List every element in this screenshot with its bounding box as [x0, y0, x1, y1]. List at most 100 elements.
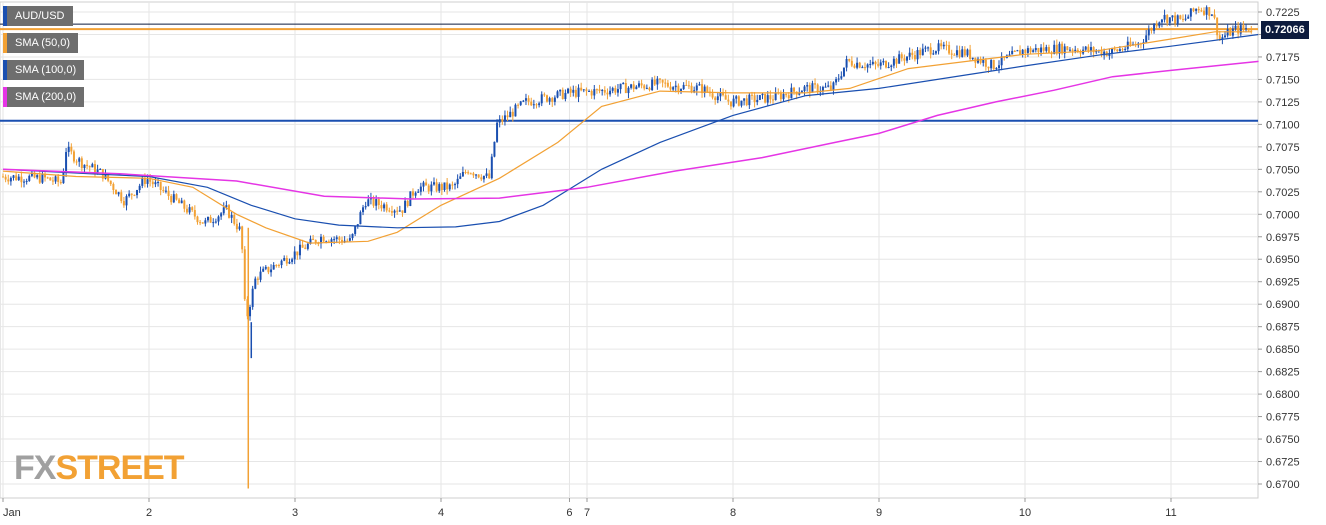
candle-body: [848, 58, 851, 61]
candle-body: [606, 92, 609, 95]
candle-body: [57, 176, 60, 182]
candle-body: [1095, 51, 1098, 53]
candle-body: [835, 79, 838, 83]
candle-body: [955, 50, 958, 56]
candle-body: [934, 51, 937, 54]
candle-body: [798, 92, 801, 95]
candle-body: [808, 85, 811, 93]
candle-body: [317, 243, 320, 245]
candle-body: [117, 192, 120, 195]
candle-body: [595, 89, 598, 91]
candle-body: [953, 54, 956, 56]
candle-body: [25, 180, 28, 182]
candle-body: [719, 92, 722, 97]
candle-body: [722, 92, 725, 96]
candle-body: [225, 205, 228, 208]
candle-body: [814, 83, 817, 85]
candle-body: [832, 82, 835, 90]
candle-body: [853, 65, 856, 68]
candle-body: [588, 90, 591, 92]
legend-item[interactable]: SMA (200,0): [3, 87, 85, 107]
candle-body: [175, 194, 178, 200]
candle-body: [622, 83, 625, 85]
candle-body: [217, 216, 220, 222]
candle-body: [585, 89, 588, 92]
candle-body: [903, 58, 906, 61]
candle-body: [1158, 22, 1161, 27]
candle-body: [262, 268, 265, 272]
candle-body: [485, 173, 488, 176]
candle-body: [895, 58, 898, 64]
candle-body: [138, 185, 141, 191]
candle-body: [296, 251, 299, 256]
y-tick-label: 0.6975: [1266, 232, 1300, 244]
candle-body: [188, 207, 191, 213]
candle-body: [1087, 46, 1090, 51]
x-tick-label: 2: [146, 507, 152, 519]
candle-body: [327, 241, 330, 243]
candle-body: [664, 82, 667, 84]
candle-body: [1100, 50, 1103, 56]
candle-body: [291, 259, 294, 262]
candle-body: [1239, 25, 1242, 34]
candle-body: [987, 66, 990, 69]
y-tick-label: 0.6950: [1266, 254, 1300, 266]
x-tick-label: 11: [1165, 507, 1176, 519]
candle-body: [601, 90, 604, 92]
fxstreet-logo: FXSTREET: [14, 449, 185, 488]
y-tick-label: 0.6725: [1266, 457, 1300, 469]
candle-body: [193, 210, 196, 217]
candle-body: [501, 119, 504, 122]
candle-body: [1174, 15, 1177, 24]
sma-50-line: [2, 31, 1252, 244]
y-tick-label: 0.7100: [1266, 119, 1300, 131]
chart-grid: [0, 1, 1259, 499]
y-tick-label: 0.7000: [1266, 209, 1300, 221]
candle-body: [272, 265, 275, 270]
y-tick-label: 0.6850: [1266, 344, 1300, 356]
candle-body: [1210, 14, 1213, 16]
candle-body: [561, 89, 564, 100]
candle-body: [793, 87, 796, 92]
candle-body: [538, 103, 541, 106]
legend-item[interactable]: SMA (50,0): [3, 33, 79, 53]
candle-body: [882, 60, 885, 63]
candle-body: [1237, 25, 1240, 34]
candle-body: [33, 172, 36, 178]
candle-body: [330, 239, 333, 243]
candle-body: [982, 59, 985, 63]
candle-body: [695, 85, 698, 91]
candle-body: [779, 93, 782, 100]
candle-body: [440, 184, 443, 191]
y-tick-label: 0.7050: [1266, 164, 1300, 176]
candle-body: [141, 178, 144, 186]
candle-body: [1184, 18, 1187, 20]
candle-body: [367, 199, 370, 207]
candle-body: [167, 190, 170, 197]
candle-body: [1197, 8, 1200, 11]
candle-body: [984, 59, 987, 67]
candle-body: [314, 240, 317, 244]
legend-item[interactable]: SMA (100,0): [3, 60, 85, 80]
candle-body: [1019, 50, 1022, 55]
candle-body: [1189, 8, 1192, 17]
candle-body: [1245, 28, 1248, 30]
candle-body: [212, 222, 215, 224]
candle-body: [249, 306, 252, 317]
candle-body: [438, 184, 441, 191]
candle-body: [1168, 17, 1171, 23]
candle-body: [259, 271, 262, 280]
candle-body: [15, 175, 18, 181]
candle-body: [890, 65, 893, 68]
candle-body: [388, 210, 391, 212]
candle-body: [698, 84, 701, 86]
candle-body: [390, 211, 393, 213]
candle-body: [17, 176, 20, 181]
candle-body: [1113, 48, 1116, 50]
candle-body: [619, 83, 622, 90]
candle-body: [233, 215, 236, 224]
candle-body: [59, 181, 62, 184]
legend-item[interactable]: AUD/USD: [3, 6, 73, 26]
candle-body: [1116, 49, 1119, 52]
